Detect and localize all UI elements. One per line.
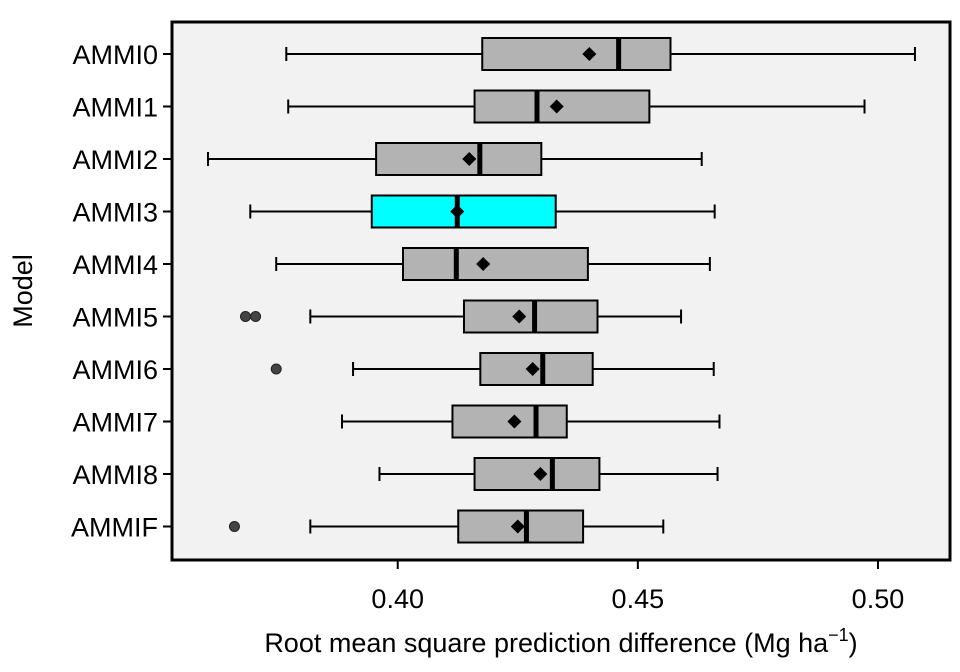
box-ammi1 bbox=[287, 89, 866, 124]
box-ammi7 bbox=[341, 404, 721, 439]
y-tick-label-ammi3: AMMI3 bbox=[72, 198, 158, 228]
y-tick-label-ammi4: AMMI4 bbox=[72, 250, 158, 280]
iqr-box-ammi4 bbox=[401, 247, 589, 281]
mean-marker-ammi6 bbox=[525, 362, 540, 376]
y-tick-label-ammi6: AMMI6 bbox=[72, 355, 158, 385]
outlier-point-ammi5-1 bbox=[239, 311, 251, 322]
x-axis-title-main: Root mean square prediction difference (… bbox=[264, 628, 829, 658]
y-axis-title: Model bbox=[8, 254, 38, 328]
mean-marker-ammi1 bbox=[549, 99, 564, 114]
mean-marker-ammi3 bbox=[450, 204, 465, 219]
mean-marker-ammi8 bbox=[533, 467, 548, 481]
mean-marker-ammi4 bbox=[476, 257, 491, 271]
outlier-point-ammif-1 bbox=[228, 521, 240, 532]
box-ammi2 bbox=[207, 142, 703, 176]
iqr-box-ammi5 bbox=[462, 299, 599, 334]
y-tick-label-ammif: AMMIF bbox=[71, 513, 158, 543]
box-ammif bbox=[228, 509, 665, 544]
mean-marker-ammi2 bbox=[462, 152, 477, 166]
x-tick-label-0-45: 0.45 bbox=[612, 584, 665, 614]
outlier-point-ammi6-1 bbox=[270, 363, 282, 375]
y-tick-label-ammi0: AMMI0 bbox=[72, 40, 158, 70]
box-ammi8 bbox=[378, 457, 719, 491]
plot-border bbox=[170, 20, 952, 562]
mean-marker-ammi5 bbox=[512, 309, 527, 324]
box-ammi0 bbox=[285, 37, 916, 71]
box-ammi4 bbox=[275, 247, 711, 281]
box-ammi5 bbox=[239, 299, 683, 334]
y-axis: AMMI0 AMMI1 AMMI2 AMMI3 AMMI4 AMMI5 AMMI6 AMMI7… bbox=[71, 40, 172, 543]
x-axis-title-close: ) bbox=[849, 628, 858, 658]
y-tick-label-ammi7: AMMI7 bbox=[72, 408, 158, 438]
y-tick-label-ammi8: AMMI8 bbox=[72, 460, 158, 490]
mean-marker-ammi0 bbox=[582, 47, 597, 61]
iqr-box-ammi0 bbox=[481, 37, 672, 71]
y-tick-label-ammi5: AMMI5 bbox=[72, 303, 158, 333]
iqr-box-ammi3 bbox=[370, 194, 557, 229]
mean-marker-ammi7 bbox=[507, 414, 522, 429]
x-axis: 0.40 0.45 0.50 bbox=[371, 560, 904, 614]
box-ammi3 bbox=[249, 194, 716, 229]
box-ammi6 bbox=[270, 352, 715, 386]
x-tick-label-0-40: 0.40 bbox=[371, 584, 424, 614]
boxes-layer bbox=[207, 37, 916, 544]
iqr-box-ammi2 bbox=[375, 142, 543, 176]
x-axis-title: Root mean square prediction difference (… bbox=[264, 625, 857, 658]
mean-marker-ammif bbox=[510, 519, 525, 534]
y-tick-label-ammi2: AMMI2 bbox=[72, 145, 158, 175]
y-tick-label-ammi1: AMMI1 bbox=[72, 93, 158, 123]
x-axis-title-exponent: −1 bbox=[828, 625, 849, 645]
x-tick-label-0-50: 0.50 bbox=[852, 584, 905, 614]
outlier-point-ammi5-2 bbox=[250, 311, 262, 322]
